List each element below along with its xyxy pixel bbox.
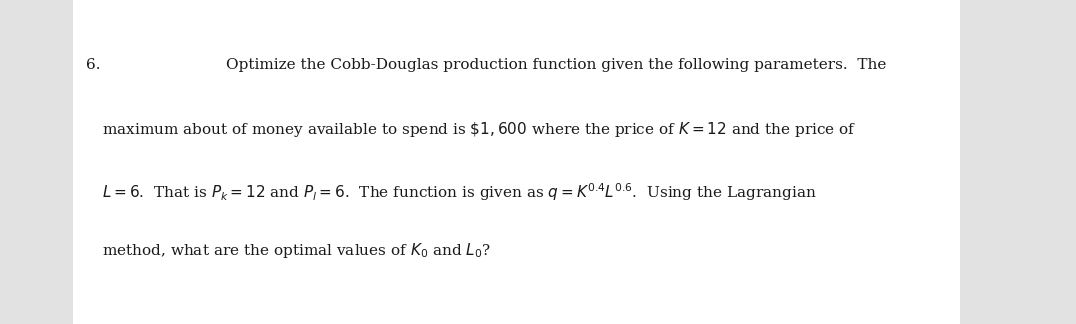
Text: Optimize the Cobb-Douglas production function given the following parameters.  T: Optimize the Cobb-Douglas production fun… [226,58,887,72]
Text: 6.: 6. [86,58,100,72]
Text: method, what are the optimal values of $K_0$ and $L_0$?: method, what are the optimal values of $… [102,241,491,260]
Text: maximum about of money available to spend is $\$1, 600$ where the price of $K = : maximum about of money available to spen… [102,120,856,139]
Text: $L = 6$.  That is $P_k = 12$ and $P_l = 6$.  The function is given as $q = K^{0.: $L = 6$. That is $P_k = 12$ and $P_l = 6… [102,181,817,203]
